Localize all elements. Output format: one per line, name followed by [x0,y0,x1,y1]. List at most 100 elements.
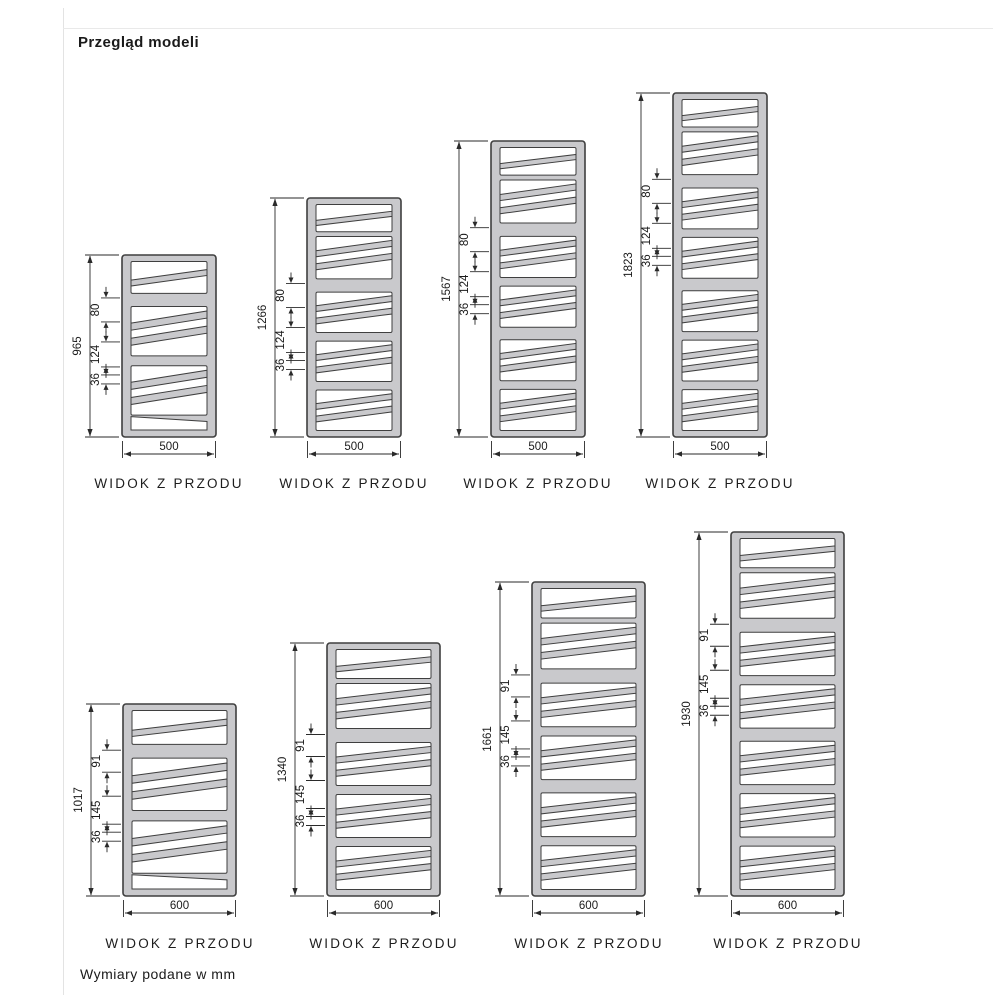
dimension-arrow [712,715,718,722]
zigzag-bar [681,253,759,271]
dimension-arrow [292,888,298,896]
inner-dim-label: 145 [295,785,307,804]
width-dim-label: 500 [159,441,178,453]
width-dimension: 500 [122,441,216,458]
zigzag-bar [499,183,577,202]
tube-window [130,416,208,431]
zigzag-bar [315,252,393,271]
dimension-arrow [104,841,110,848]
zigzag-bar [315,307,393,325]
zigzag-bar [131,778,228,800]
zigzag-bar [739,545,836,562]
dimension-arrow [534,910,541,916]
height-dim-label: 1017 [73,787,85,813]
dimension-arrow [103,322,109,328]
inner-dim-label: 91 [295,739,307,752]
page-title: Przegląd modeli [78,34,200,51]
dimension-arrow [308,774,314,780]
height-dim-label: 1567 [441,276,453,302]
view-label-5: WIDOK Z PRZODU [105,936,255,951]
inner-dim-label: 36 [275,359,287,372]
zigzag-bar [315,295,393,313]
dimension-arrow [288,370,294,376]
view-label-1: WIDOK Z PRZODU [94,476,244,491]
dimension-arrow [207,451,214,457]
dimension-arrow [392,451,399,457]
zigzag-bar [130,269,208,287]
inner-dim-label: 36 [90,373,102,386]
dimension-arrow [288,321,294,327]
inner-dim-label: 36 [459,303,471,316]
dimension-arrow [493,451,500,457]
dimension-arrow [696,532,702,540]
view-label-8: WIDOK Z PRZODU [713,936,863,951]
zigzag-bar [681,240,759,258]
height-dim-label: 1266 [257,305,269,331]
width-dimension: 600 [731,900,844,917]
view-label-3: WIDOK Z PRZODU [463,476,613,491]
dimension-arrow [636,910,643,916]
zigzag-bar [540,640,637,660]
zigzag-bar [335,656,432,673]
zigzag-bar [681,191,759,209]
inner-dimension-80: 80 [641,168,671,215]
radiator-figure-1823: 1823 80 124 36 500 [623,92,768,458]
zigzag-bar [540,862,637,881]
dimension-arrow [87,429,93,437]
dimension-arrow [124,451,131,457]
inner-dim-label: 91 [500,680,512,693]
dimension-arrow [472,298,478,305]
zigzag-bar [315,405,393,423]
dimension-arrow [654,173,660,179]
dimension-arrow [104,772,110,779]
zigzag-bar [499,301,577,320]
dimension-arrow [472,265,478,272]
dimension-arrow [308,810,314,816]
view-label-4: WIDOK Z PRZODU [645,476,795,491]
zigzag-bar [315,344,393,362]
width-dimension: 500 [307,441,401,458]
dimension-arrow [654,265,660,272]
dimension-arrow [309,451,316,457]
zigzag-bar [739,688,836,707]
dimension-arrow [288,308,294,314]
zigzag-bar [681,135,759,153]
dimension-arrow [103,368,109,375]
zigzag-bar [681,203,759,221]
dimension-arrow [288,277,294,283]
inner-dim-label: 80 [641,185,653,198]
zigzag-bar [540,595,637,612]
zigzag-bar [739,862,836,881]
page-top-rule [63,28,993,29]
dimension-arrow [272,198,278,206]
zigzag-bar [739,810,836,829]
zigzag-bar [681,306,759,324]
zigzag-bar [540,849,637,868]
dimension-arrow [513,697,519,703]
inner-dimension-91: 91 [699,613,729,658]
dimension-arrow [696,888,702,896]
zigzag-bar [335,687,432,706]
inner-dimension-80: 80 [275,272,305,319]
dimension-arrow [431,910,438,916]
inner-dimension-80: 80 [90,286,120,333]
width-dim-label: 500 [528,441,547,453]
dimension-arrow [638,429,644,437]
zigzag-bar [499,355,577,373]
inner-dimension-36: 36 [275,349,305,381]
dimension-arrow [103,384,109,390]
dimension-arrow [288,354,294,360]
zigzag-bar [540,699,637,719]
zigzag-bar [681,392,759,410]
zigzag-bar [131,841,228,863]
inner-dim-label: 80 [90,304,102,317]
width-dim-label: 600 [778,900,797,912]
dimension-arrow [513,751,519,757]
zigzag-bar [739,849,836,868]
zigzag-bar [499,252,577,270]
dimension-arrow [675,451,682,457]
dimension-arrow [104,826,110,832]
dimension-arrow [88,888,94,896]
dimension-arrow [654,217,660,223]
